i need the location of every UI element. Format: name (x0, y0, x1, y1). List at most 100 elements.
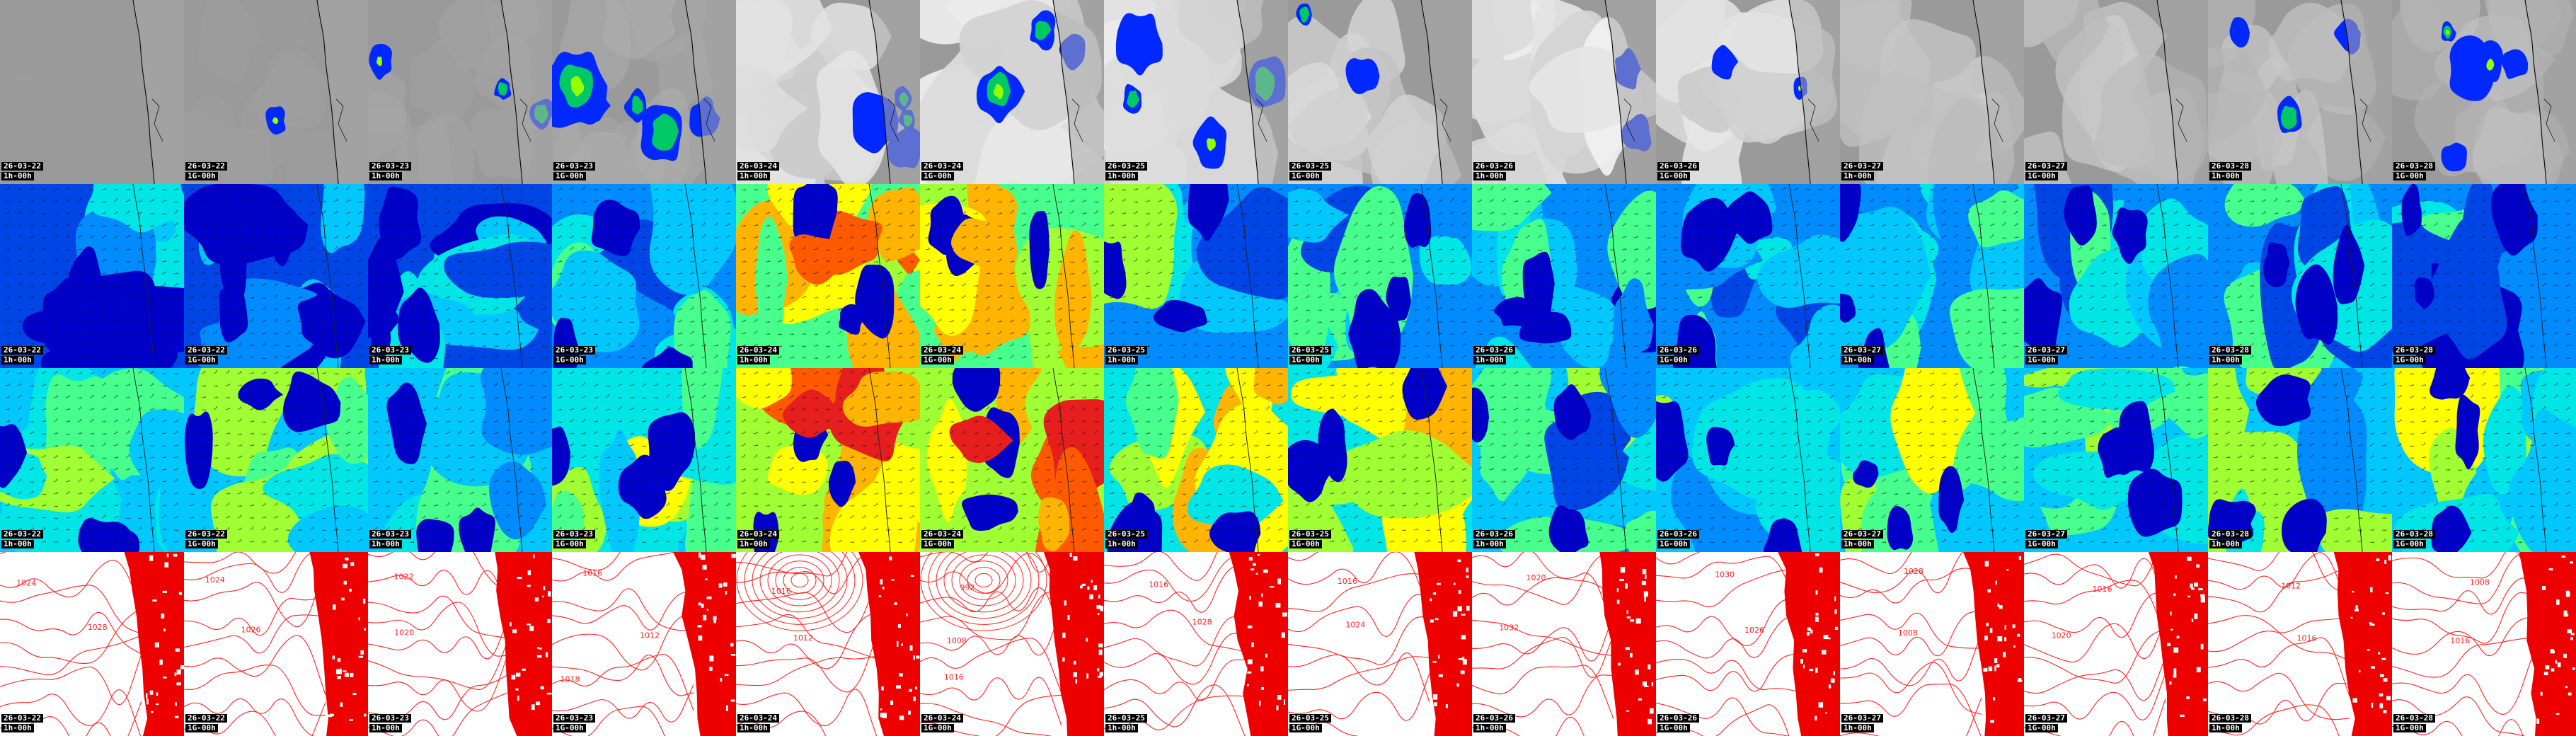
forecast-hour-label: 1h-00h (2209, 172, 2242, 180)
low-pressure-ring (959, 560, 1008, 600)
terrain-gap (899, 673, 903, 677)
terrain-gap (155, 703, 159, 706)
forecast-hour-label: 1G-00h (1657, 172, 1690, 180)
terrain-gap (546, 652, 548, 657)
wind-speed-area (2224, 184, 2304, 227)
isobar-group (552, 552, 694, 736)
isobar-value-label: 1016 (944, 672, 964, 682)
terrain-gap (175, 648, 180, 652)
forecast-hour-label: 1h-00h (737, 172, 770, 180)
isobar-line (2392, 636, 2534, 678)
terrain-gap (527, 585, 531, 587)
wind-speed-area (1613, 278, 1654, 360)
wind-arrows (741, 370, 915, 544)
terrain-gap (527, 570, 531, 575)
terrain-gap (881, 686, 884, 691)
isobar-line (920, 703, 1052, 736)
calm-area (1522, 251, 1555, 321)
coastline (868, 368, 891, 552)
map-panel-clouds-precipitation: 26-03-27 1h-00h (1840, 0, 2024, 184)
wind-speed-area (2506, 241, 2572, 292)
map-pressure-isobars: 1016 1028 (1104, 552, 1288, 736)
terrain-gap (1437, 582, 1441, 585)
land-mass (1973, 0, 2024, 184)
isobar-line (1104, 659, 1246, 701)
isobar-line (1472, 552, 1611, 605)
terrain-gap (1809, 669, 1814, 672)
calm-area (1209, 511, 1261, 552)
terrain-gap (2176, 636, 2180, 639)
coastline (2340, 0, 2363, 184)
wind-speed-area (1790, 304, 1840, 368)
map-panel-wind-level-1: 26-03-24 1G-00h (920, 184, 1104, 368)
forecast-hour-label: 1h-00h (737, 540, 770, 548)
calm-area (379, 186, 422, 260)
map-wind-level-2 (920, 368, 1104, 552)
map-panel-wind-level-2: 26-03-24 1G-00h (920, 368, 1104, 552)
precipitation-area (1299, 6, 1310, 23)
terrain-gap (2350, 715, 2354, 718)
wind-speed-area (736, 368, 792, 409)
terrain-gap (327, 714, 333, 718)
calm-area (2430, 368, 2471, 400)
map-pressure-isobars: 1012 1016 (2208, 552, 2392, 736)
terrain-gap (2570, 633, 2575, 636)
isobar-value-label: 1016 (1338, 577, 1357, 586)
land-mass-red (2333, 552, 2392, 736)
terrain-gap (2572, 667, 2575, 670)
terrain-gap (537, 647, 539, 650)
terrain-gap (1433, 694, 1438, 700)
isobar-line (2208, 552, 2350, 591)
terrain-gap (341, 597, 345, 601)
calm-area (1029, 211, 1050, 289)
isobar-line (1288, 616, 1430, 665)
terrain-gap (1815, 612, 1819, 616)
terrain-gap (1807, 627, 1811, 631)
map-panel-wind-level-1: 26-03-28 1h-00h (2208, 184, 2392, 368)
isobar-line (736, 552, 878, 590)
terrain-gap (512, 629, 517, 633)
terrain-gap (364, 713, 367, 717)
forecast-hour-label: 1h-00h (369, 540, 402, 548)
wind-arrows (925, 370, 1099, 544)
calm-area (78, 518, 130, 552)
terrain-gap (1067, 615, 1070, 620)
calm-area (2255, 374, 2311, 427)
border-line (2175, 98, 2187, 142)
terrain-gap (2563, 610, 2568, 616)
terrain-gap (2385, 592, 2389, 594)
wind-speed-area (1419, 236, 1472, 285)
forecast-hour-label: 1G-00h (1657, 356, 1690, 364)
terrain-gap (731, 553, 736, 558)
terrain-gap (1261, 593, 1263, 597)
terrain-gap (1434, 618, 1439, 621)
terrain-gap (1086, 638, 1088, 642)
map-panel-wind-level-2: 26-03-26 1G-00h (1656, 368, 1840, 552)
calm-area (552, 426, 571, 486)
calm-area (1548, 505, 1589, 552)
wind-core (949, 415, 1013, 464)
map-panel-wind-level-1: 26-03-26 1h-00h (1472, 184, 1656, 368)
isobar-line (1104, 554, 1246, 602)
forecast-hour-label: 1G-00h (1289, 540, 1322, 548)
terrain-gap (1098, 594, 1100, 599)
coastline (1604, 0, 1627, 184)
terrain-gap (1834, 626, 1839, 630)
isobar-group (368, 552, 510, 736)
terrain-gap (2173, 593, 2176, 596)
isobar-line (1472, 614, 1614, 662)
terrain-gap (174, 715, 179, 718)
isobar-line (2208, 672, 2350, 720)
terrain-gap (2173, 674, 2177, 678)
isobar-value-label: 1008 (947, 636, 967, 645)
land-mass (317, 0, 368, 184)
terrain-gap (2551, 668, 2555, 672)
isobar-line (736, 633, 878, 693)
isobar-line (1840, 662, 1982, 715)
land-mass (1789, 0, 1840, 184)
map-panel-wind-level-2: 26-03-22 1h-00h (0, 368, 184, 552)
terrain-gap (2370, 587, 2373, 592)
border-line (1255, 98, 1267, 142)
isobar-line (368, 570, 510, 617)
map-panel-wind-level-1: 26-03-27 1G-00h (2024, 184, 2208, 368)
